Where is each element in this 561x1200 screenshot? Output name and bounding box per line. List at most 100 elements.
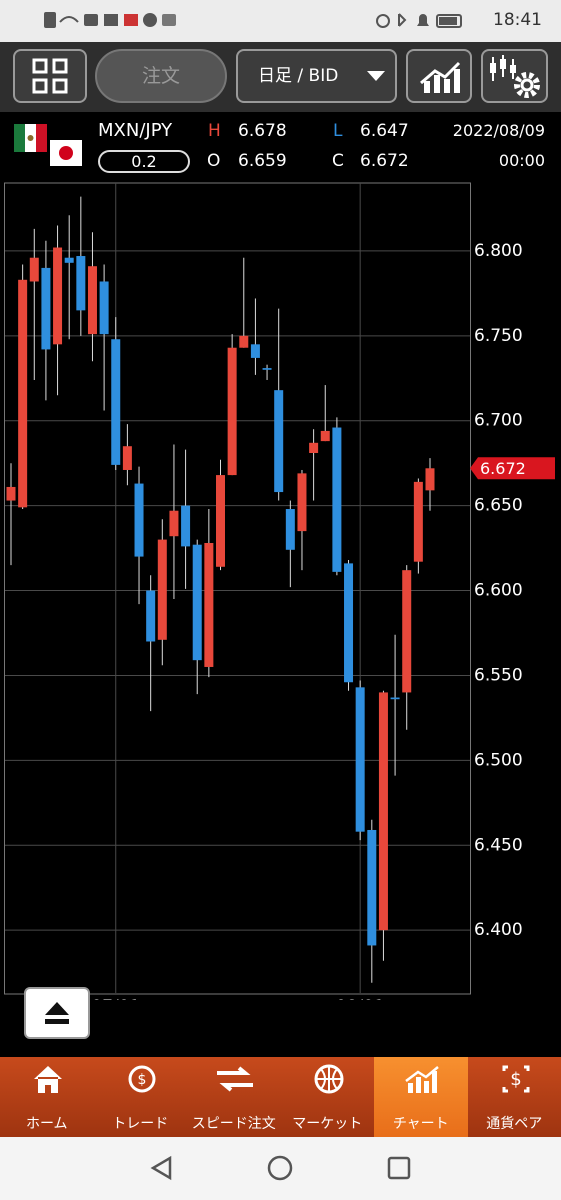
- y-tick-label: 6.450: [474, 835, 523, 855]
- spread: 0.2: [98, 150, 190, 173]
- quote-time: 00:00: [498, 151, 545, 170]
- nav-icon: [314, 1064, 343, 1094]
- candle-body: [227, 347, 237, 476]
- candle-body: [18, 279, 28, 508]
- nav-label: トレード: [112, 1116, 169, 1132]
- nav-icon: [34, 1066, 62, 1093]
- settings-button[interactable]: [481, 49, 548, 103]
- svg-text:$: $: [137, 1072, 146, 1088]
- y-tick-label: 6.400: [474, 920, 523, 940]
- y-tick-label: 6.750: [474, 326, 523, 346]
- nav-label: チャート: [392, 1116, 449, 1132]
- candle-body: [192, 544, 202, 661]
- candle-body: [309, 442, 319, 453]
- candlestick-chart: 6.400 6.450 6.500 6.550 6.600 6.650 6.700 6.750…: [4, 182, 555, 1000]
- open-value: 6.659: [238, 151, 287, 171]
- candle-body: [122, 446, 132, 470]
- candle-body: [29, 257, 39, 282]
- candle-body: [274, 390, 284, 493]
- nav-tab[interactable]: マーケット: [281, 1057, 375, 1137]
- price-tag: [470, 457, 555, 480]
- candle-body: [64, 257, 74, 263]
- order-button[interactable]: 注文: [95, 49, 227, 103]
- y-tick-label: 6.550: [474, 665, 523, 685]
- status-icons: [44, 12, 176, 28]
- x-tick-label: 07/01: [91, 997, 140, 1000]
- indicator-icon: [420, 61, 461, 93]
- nav-label: ホーム: [25, 1116, 68, 1132]
- svg-text:$: $: [510, 1069, 521, 1090]
- y-tick-label: 6.700: [474, 411, 523, 431]
- candle-body: [320, 430, 330, 442]
- home-button[interactable]: [267, 1155, 293, 1181]
- candle-body: [53, 247, 63, 345]
- menu-button[interactable]: [13, 49, 87, 103]
- nav-tab[interactable]: $ トレード: [94, 1057, 188, 1137]
- candle-body: [157, 539, 167, 640]
- candle-body: [146, 590, 156, 642]
- candle-body: [297, 473, 307, 532]
- candle-body: [169, 510, 179, 537]
- candle-body: [413, 481, 423, 562]
- high-label: H: [208, 121, 221, 141]
- nav-tab[interactable]: $ 通貨ペア: [468, 1057, 561, 1137]
- y-tick-label: 6.500: [474, 750, 523, 770]
- back-button[interactable]: [150, 1155, 172, 1181]
- nav-icon: [217, 1066, 253, 1092]
- plot-frame: [4, 182, 471, 995]
- nav-label: マーケット: [292, 1116, 363, 1132]
- candle-body: [239, 335, 249, 348]
- bottom-nav: [0, 1057, 561, 1137]
- candle-body: [344, 563, 354, 683]
- candle-body: [6, 486, 16, 501]
- candle-body: [87, 266, 97, 335]
- nav-icon: $: [502, 1065, 529, 1093]
- open-label: O: [207, 151, 221, 171]
- y-tick-label: 6.800: [474, 241, 523, 261]
- candle-body: [250, 344, 260, 358]
- candle-body: [402, 570, 412, 693]
- close-value: 6.672: [360, 151, 409, 171]
- nav-label: 通貨ペア: [486, 1116, 543, 1132]
- candle-body: [41, 267, 51, 350]
- y-tick-label: 6.600: [474, 581, 523, 601]
- candle-body: [285, 509, 295, 550]
- grid-icon: [32, 58, 68, 94]
- system-nav-icons: [150, 1155, 411, 1181]
- candle-body: [99, 281, 109, 335]
- candle-body: [355, 687, 365, 832]
- system-nav: [0, 1137, 561, 1200]
- active-tab: [374, 1057, 468, 1137]
- nav-icon: $: [128, 1065, 155, 1093]
- candle-body: [204, 543, 214, 667]
- nav-tab[interactable]: チャート: [374, 1057, 468, 1137]
- period-label: 日足 / BID: [258, 66, 339, 86]
- nav-label: スピード注文: [191, 1116, 276, 1132]
- indicator-button[interactable]: [406, 49, 472, 103]
- candle-body: [390, 697, 400, 700]
- candle-body: [262, 368, 272, 370]
- eject-icon: [45, 1002, 69, 1024]
- candle-body: [378, 692, 388, 931]
- recents-button[interactable]: [387, 1156, 411, 1180]
- candle-body: [181, 505, 191, 547]
- low-label: L: [333, 121, 343, 141]
- toolbar: 注文 日足 / BID: [0, 42, 561, 112]
- nav-tab[interactable]: ホーム: [0, 1057, 94, 1137]
- low-value: 6.647: [360, 121, 409, 141]
- y-tick-label: 6.650: [474, 496, 523, 516]
- dropdown-arrow: [367, 71, 385, 81]
- candle-body: [425, 468, 435, 491]
- pair: MXN/JPY: [98, 120, 173, 141]
- candle-body: [367, 829, 377, 946]
- candle-body: [332, 427, 342, 572]
- clock: 18:41: [493, 10, 542, 30]
- high-value: 6.678: [238, 121, 287, 141]
- nav-tab[interactable]: スピード注文: [187, 1057, 281, 1137]
- collapse-button[interactable]: [24, 987, 90, 1039]
- period-dropdown[interactable]: 日足 / BID: [236, 49, 397, 103]
- x-tick-label: 08/01: [336, 997, 385, 1000]
- price-tag-label: 6.672: [480, 459, 526, 478]
- settings-icon: [490, 55, 540, 98]
